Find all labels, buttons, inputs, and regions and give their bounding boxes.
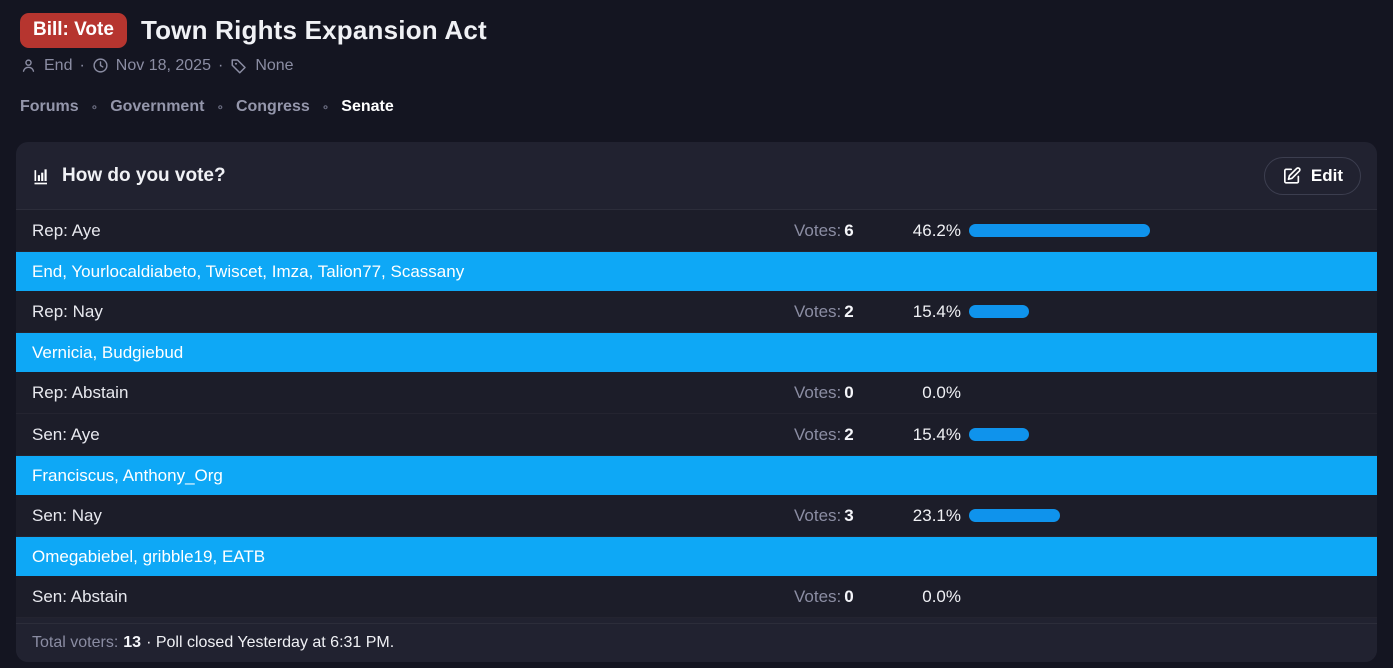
poll-title-group: How do you vote? — [32, 165, 226, 187]
user-icon — [22, 59, 35, 73]
thread-tags: None — [255, 56, 294, 74]
poll-option-percent: 0.0% — [922, 586, 961, 606]
poll-option-row: Sen: Abstain Votes: 0 0.0% — [16, 576, 1377, 618]
vote-bar-track — [969, 428, 1361, 441]
poll-option-label: Rep: Aye — [32, 220, 101, 240]
poll-option-percent: 15.4% — [912, 424, 961, 444]
voters-names[interactable]: End, Yourlocaldiabeto, Twiscet, Imza, Ta… — [32, 261, 465, 281]
poll-option-label: Sen: Abstain — [32, 586, 128, 606]
poll-question: How do you vote? — [62, 164, 226, 186]
vote-bar-track — [969, 590, 1361, 603]
voters-row: End, Yourlocaldiabeto, Twiscet, Imza, Ta… — [16, 252, 1377, 291]
votes-count: 0 — [844, 586, 854, 606]
votes-label: Votes: — [794, 424, 842, 444]
votes-label: Votes: — [794, 220, 842, 240]
thread-header: Bill: Vote Town Rights Expansion Act End… — [0, 0, 1393, 116]
vote-bar — [969, 305, 1030, 318]
poll-footer: Total voters: 13 · Poll closed Yesterday… — [16, 623, 1377, 662]
breadcrumb-item-congress[interactable]: Congress — [235, 97, 310, 115]
votes-label: Votes: — [794, 505, 842, 525]
voters-row: Franciscus, Anthony_Org — [16, 456, 1377, 495]
poll-option-votes: Votes: 6 — [794, 221, 899, 241]
voters-row: Omegabiebel, gribble19, EATB — [16, 537, 1377, 576]
vote-bar — [969, 224, 1151, 237]
thread-meta-row: End · Nov 18, 2025 · None — [20, 57, 1373, 75]
poll-option-label: Rep: Abstain — [32, 382, 129, 402]
votes-label: Votes: — [794, 586, 842, 606]
votes-count: 2 — [844, 301, 854, 321]
voters-row: Vernicia, Budgiebud — [16, 333, 1377, 372]
meta-separator: · — [217, 56, 224, 74]
vote-bar-track — [969, 509, 1361, 522]
vote-bar-track — [969, 224, 1361, 237]
voters-names[interactable]: Vernicia, Budgiebud — [32, 342, 184, 362]
votes-label: Votes: — [794, 301, 842, 321]
poll-option-votes: Votes: 3 — [794, 506, 899, 526]
poll-option-row: Rep: Nay Votes: 2 15.4% — [16, 291, 1377, 333]
poll-option-votes: Votes: 0 — [794, 587, 899, 607]
votes-count: 0 — [844, 382, 854, 402]
breadcrumb-separator: ∘ — [321, 99, 330, 114]
poll-option-percent: 46.2% — [912, 220, 961, 240]
edit-button-label: Edit — [1310, 165, 1343, 185]
poll-option-label: Sen: Aye — [32, 424, 100, 444]
thread-title-row: Bill: Vote Town Rights Expansion Act — [20, 13, 1373, 48]
votes-count: 6 — [844, 220, 854, 240]
thread-prefix-badge[interactable]: Bill: Vote — [20, 13, 127, 48]
breadcrumb-item-government[interactable]: Government — [110, 97, 205, 115]
poll-option-percent: 15.4% — [912, 301, 961, 321]
breadcrumb-item-senate[interactable]: Senate — [341, 97, 394, 115]
breadcrumb-item-forums[interactable]: Forums — [20, 97, 79, 115]
poll-option-percent: 23.1% — [912, 505, 961, 525]
votes-count: 3 — [844, 505, 854, 525]
poll-header: How do you vote? Edit — [16, 142, 1377, 210]
total-voters-count: 13 — [123, 634, 142, 651]
tag-icon — [231, 59, 247, 74]
vote-bar — [969, 509, 1060, 522]
poll-option-row: Rep: Abstain Votes: 0 0.0% — [16, 372, 1377, 414]
poll-results-list: Rep: Aye Votes: 6 46.2% End, Yourlocaldiabet… — [16, 210, 1377, 618]
vote-bar-track — [969, 305, 1361, 318]
poll-option-votes: Votes: 2 — [794, 302, 899, 322]
poll-option-label: Sen: Nay — [32, 505, 102, 525]
edit-poll-button[interactable]: Edit — [1263, 156, 1361, 195]
edit-pencil-icon — [1283, 166, 1301, 184]
poll-closed-text: · Poll closed Yesterday at 6:31 PM. — [146, 634, 395, 651]
voters-names[interactable]: Omegabiebel, gribble19, EATB — [32, 546, 266, 566]
breadcrumb: Forums ∘ Government ∘ Congress ∘ Senate — [20, 98, 1373, 116]
poll-option-label: Rep: Nay — [32, 301, 103, 321]
poll-option-row: Sen: Aye Votes: 2 15.4% — [16, 414, 1377, 456]
votes-label: Votes: — [794, 382, 842, 402]
thread-date: Nov 18, 2025 — [115, 56, 211, 74]
poll-option-row: Rep: Aye Votes: 6 46.2% — [16, 210, 1377, 252]
breadcrumb-separator: ∘ — [90, 99, 99, 114]
vote-bar-track — [969, 386, 1361, 399]
poll-option-votes: Votes: 0 — [794, 383, 899, 403]
breadcrumb-separator: ∘ — [216, 99, 224, 114]
thread-author[interactable]: End — [44, 56, 73, 74]
poll-card: How do you vote? Edit Rep: Aye Votes: 6 46.… — [16, 142, 1377, 662]
bar-chart-icon — [34, 168, 47, 184]
poll-option-votes: Votes: 2 — [794, 425, 899, 445]
votes-count: 2 — [844, 424, 854, 444]
thread-title: Town Rights Expansion Act — [140, 14, 487, 45]
total-voters-label: Total voters: — [32, 634, 119, 651]
clock-icon — [93, 58, 108, 73]
poll-option-percent: 0.0% — [922, 382, 961, 402]
meta-separator: · — [79, 56, 85, 74]
poll-option-row: Sen: Nay Votes: 3 23.1% — [16, 495, 1377, 537]
vote-bar — [969, 428, 1030, 441]
voters-names[interactable]: Franciscus, Anthony_Org — [32, 465, 223, 485]
